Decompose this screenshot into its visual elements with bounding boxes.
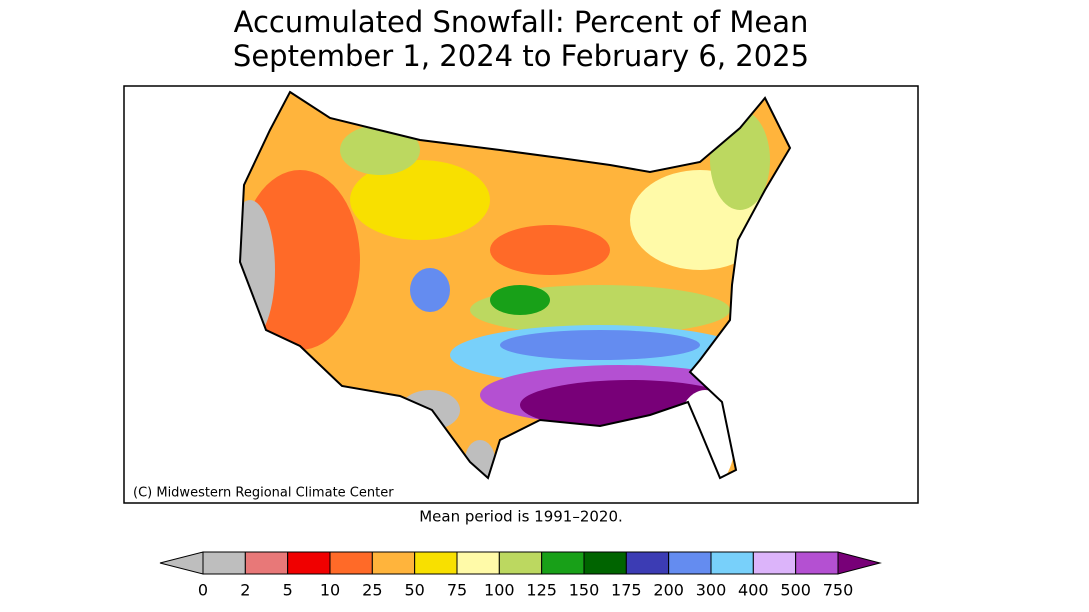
colorbar-label: 50	[404, 581, 424, 600]
colorbar-arrow-high	[837, 551, 882, 575]
subtitle: September 1, 2024 to February 6, 2025	[233, 39, 809, 73]
map: (C) Midwestern Regional Climate Center	[123, 85, 919, 504]
colorbar-label: 10	[320, 581, 340, 600]
colorbar-box	[414, 551, 458, 575]
colorbar-box	[710, 551, 754, 575]
colorbar-box	[541, 551, 585, 575]
colorbar-label: 500	[780, 581, 811, 600]
colorbar-label: 100	[484, 581, 515, 600]
country-outline	[238, 90, 792, 480]
colorbar-box	[244, 551, 289, 575]
note: Mean period is 1991–2020.	[419, 508, 623, 526]
colorbar: 0 2 5 10 25 50 75 100 125 150 175 200 300 400 500 750	[159, 551, 882, 600]
colorbar-label: 175	[611, 581, 642, 600]
colorbar-box	[329, 551, 373, 575]
credit: (C) Midwestern Regional Climate Center	[133, 486, 394, 501]
colorbar-box	[583, 551, 627, 575]
colorbar-box	[625, 551, 670, 575]
colorbar-label: 2	[240, 581, 250, 600]
colorbar-label: 400	[738, 581, 769, 600]
colorbar-box	[752, 551, 797, 575]
colorbar-box	[498, 551, 543, 575]
colorbar-box	[371, 551, 416, 575]
colorbar-label: 750	[823, 581, 854, 600]
colorbar-label: 125	[526, 581, 557, 600]
colorbar-label: 75	[447, 581, 467, 600]
colorbar-label: 0	[198, 581, 208, 600]
colorbar-label: 5	[283, 581, 293, 600]
colorbar-label: 150	[569, 581, 600, 600]
colorbar-box	[287, 551, 331, 575]
colorbar-label: 25	[362, 581, 382, 600]
colorbar-box	[456, 551, 500, 575]
colorbar-label: 300	[696, 581, 727, 600]
colorbar-box	[202, 551, 246, 575]
colorbar-arrow-low	[159, 551, 204, 575]
colorbar-box	[668, 551, 712, 575]
colorbar-label: 200	[653, 581, 684, 600]
colorbar-box	[795, 551, 839, 575]
title: Accumulated Snowfall: Percent of Mean	[234, 5, 809, 39]
